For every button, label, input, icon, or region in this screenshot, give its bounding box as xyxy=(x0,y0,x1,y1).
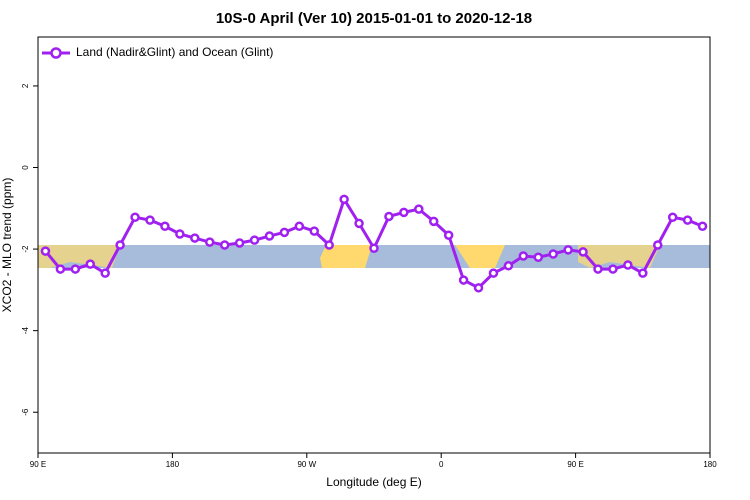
point xyxy=(652,240,663,250)
y-tick-label: -2 xyxy=(21,245,30,253)
chart-title: 10S-0 April (Ver 10) 2015-01-01 to 2020-… xyxy=(216,10,532,27)
x-tick-label: 90 W xyxy=(297,460,316,469)
map-strip xyxy=(38,245,710,268)
point xyxy=(264,231,275,241)
point xyxy=(384,211,394,222)
point xyxy=(533,252,544,262)
legend: Land (Nadir&Glint) and Ocean (Glint) xyxy=(42,45,273,59)
point xyxy=(145,215,155,225)
point xyxy=(548,249,558,259)
point xyxy=(593,264,603,274)
point xyxy=(294,221,305,231)
y-tick-label: 2 xyxy=(21,83,30,88)
point xyxy=(234,238,245,248)
x-tick-label: 0 xyxy=(439,460,444,469)
point xyxy=(85,259,96,269)
point xyxy=(369,243,379,254)
point xyxy=(697,221,708,231)
point xyxy=(638,268,648,278)
x-axis-label: Longitude (deg E) xyxy=(326,475,421,489)
point xyxy=(160,221,170,231)
point xyxy=(414,204,424,214)
point xyxy=(70,264,81,274)
point xyxy=(443,230,454,240)
land xyxy=(455,245,505,268)
point xyxy=(190,233,200,243)
plot-frame xyxy=(37,36,711,454)
x-tick-label: 180 xyxy=(703,460,717,469)
point xyxy=(623,260,633,270)
ocean-band xyxy=(38,245,710,268)
point xyxy=(175,229,185,239)
point xyxy=(503,261,514,271)
point xyxy=(608,264,618,274)
land xyxy=(320,245,372,268)
point xyxy=(55,264,66,274)
legend-label: Land (Nadir&Glint) and Ocean (Glint) xyxy=(76,45,273,59)
point xyxy=(473,283,484,293)
point xyxy=(682,215,693,225)
x-tick-label: 90 E xyxy=(30,460,46,469)
point xyxy=(563,245,573,255)
point xyxy=(578,247,588,257)
point xyxy=(204,237,215,247)
land xyxy=(578,245,660,268)
point xyxy=(354,218,364,229)
point xyxy=(115,240,125,250)
point xyxy=(249,235,260,245)
point xyxy=(428,216,439,227)
y-axis-label: XCO2 - MLO trend (ppm) xyxy=(0,178,14,313)
land xyxy=(38,245,120,268)
point xyxy=(324,240,334,250)
point xyxy=(309,226,320,236)
y-tick-label: -4 xyxy=(21,327,30,335)
point xyxy=(458,275,469,285)
y-tick-label: 0 xyxy=(21,165,30,170)
y-tick-label: -6 xyxy=(21,408,30,416)
x-tick-label: 180 xyxy=(166,460,180,469)
point xyxy=(518,251,529,261)
point xyxy=(339,194,349,205)
legend-marker xyxy=(50,47,62,59)
x-tick-label: 90 E xyxy=(567,460,583,469)
point xyxy=(399,207,409,218)
point xyxy=(279,227,290,238)
point xyxy=(667,212,678,223)
point xyxy=(100,268,110,278)
point xyxy=(219,240,230,250)
point xyxy=(488,268,499,278)
point xyxy=(130,212,140,223)
point xyxy=(40,246,51,256)
